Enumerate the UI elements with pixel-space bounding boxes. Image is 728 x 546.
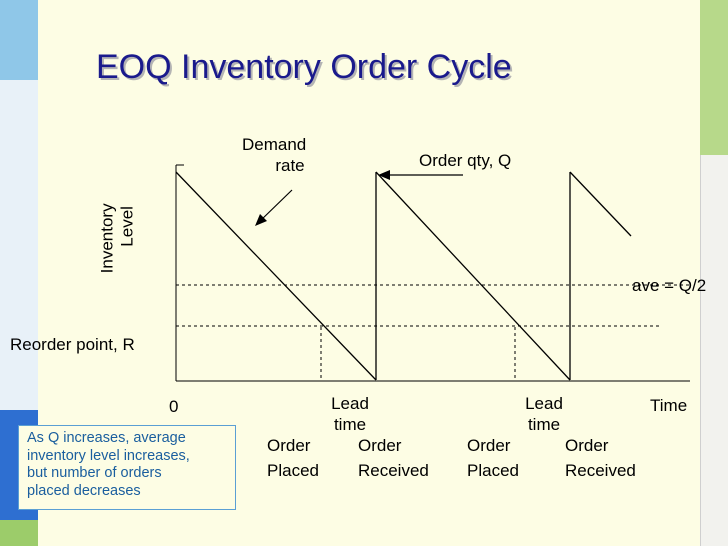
note-box: As Q increases, average inventory level … xyxy=(18,425,236,510)
lead-time-label-1: Lead time xyxy=(320,393,380,436)
order-received-label-2: Order Received xyxy=(565,434,636,483)
order-placed-label-1-line1: Order xyxy=(267,436,311,455)
x-axis-label: Time xyxy=(650,396,688,415)
lead-time-label-1-line2: time xyxy=(333,415,367,435)
note-line-2: inventory level increases, xyxy=(27,447,190,464)
demand-rate-label-line1: Demand xyxy=(242,135,307,154)
order-received-label-2-line1: Order xyxy=(565,436,609,455)
depletion-line-2 xyxy=(375,171,571,381)
deco-block-top-left xyxy=(0,0,38,80)
demand-rate-arrow xyxy=(258,189,293,223)
demand-rate-label: Demand rate xyxy=(238,134,334,177)
order-placed-label-2-line1: Order xyxy=(467,436,511,455)
lead-time-label-2-line2: time xyxy=(527,415,561,435)
depletion-line-3 xyxy=(569,171,632,237)
order-qty-label: Order qty, Q xyxy=(419,151,512,170)
order-received-label-2-line2: Received xyxy=(565,460,636,480)
note-line-3: but number of orders xyxy=(27,465,162,482)
y-axis-label: Inventory Level xyxy=(98,178,139,298)
deco-block-left-strip xyxy=(0,80,38,410)
lead-time-label-2: Lead time xyxy=(514,393,574,436)
note-line-1: As Q increases, average xyxy=(27,430,186,446)
order-placed-label-1-line2: Placed xyxy=(267,460,319,480)
depletion-line-1 xyxy=(175,171,377,381)
y-axis-label-line1: Inventory xyxy=(97,203,117,274)
y-axis-label-line2: Level xyxy=(118,206,137,247)
lead-time-label-1-line1: Lead xyxy=(331,394,369,413)
demand-rate-arrowhead xyxy=(255,214,267,226)
order-received-label-1-line2: Received xyxy=(358,460,429,480)
note-line-4: placed decreases xyxy=(27,483,141,500)
deco-block-bottom-green xyxy=(0,520,38,546)
demand-rate-label-line2: rate xyxy=(275,156,305,176)
origin-label: 0 xyxy=(169,397,179,416)
order-placed-label-1: Order Placed xyxy=(267,434,319,483)
order-received-label-1: Order Received xyxy=(358,434,429,483)
order-placed-label-2-line2: Placed xyxy=(467,460,519,480)
order-placed-label-2: Order Placed xyxy=(467,434,519,483)
lead-time-label-2-line1: Lead xyxy=(525,394,563,413)
order-received-label-1-line1: Order xyxy=(358,436,402,455)
deco-block-right-grey xyxy=(700,155,728,546)
deco-block-right-green xyxy=(700,0,728,155)
slide-title: EOQ Inventory Order Cycle xyxy=(96,48,512,86)
order-qty-arrowhead xyxy=(378,170,390,180)
reorder-point-label: Reorder point, R xyxy=(10,335,135,354)
average-label: ave = Q/2 xyxy=(632,276,707,295)
